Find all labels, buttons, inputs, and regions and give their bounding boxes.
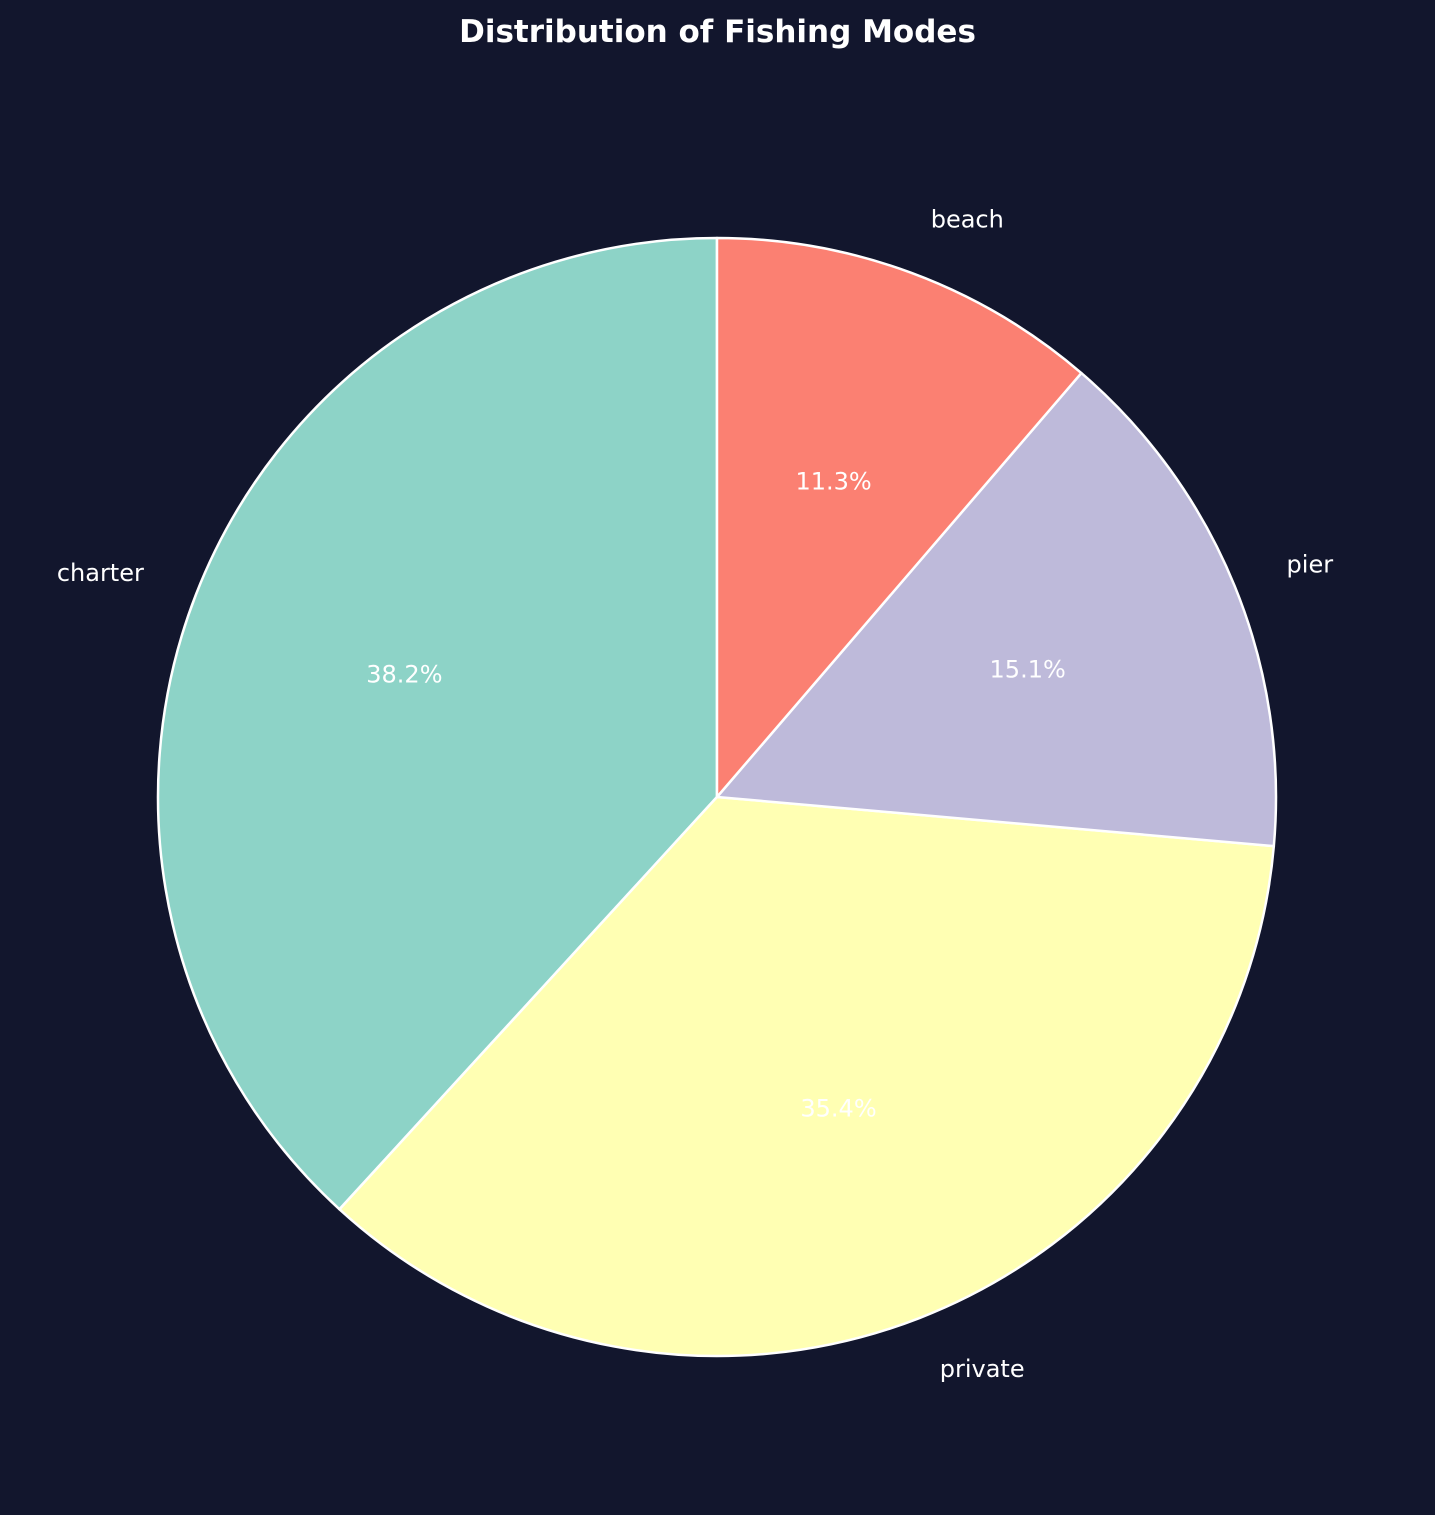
chart-title: Distribution of Fishing Modes (459, 14, 976, 50)
slice-label-charter: charter (57, 559, 144, 587)
slice-percent-charter: 38.2% (366, 660, 442, 688)
slice-label-pier: pier (1287, 550, 1334, 578)
pie-slice-pier (715, 371, 1278, 848)
pie-slice-charter (156, 236, 719, 1211)
slice-percent-private: 35.4% (800, 1095, 876, 1123)
pie-slice-private (338, 795, 1276, 1358)
slice-label-private: private (940, 1355, 1025, 1383)
pie-labels: charter 38.2% private 35.4% pier 15.1% beach 11… (57, 205, 1333, 1383)
slice-percent-beach: 11.3% (795, 468, 871, 496)
slice-percent-pier: 15.1% (990, 656, 1066, 684)
slice-label-beach: beach (931, 205, 1004, 233)
pie-slice-beach (715, 236, 1083, 799)
pie-slices (156, 236, 1278, 1358)
